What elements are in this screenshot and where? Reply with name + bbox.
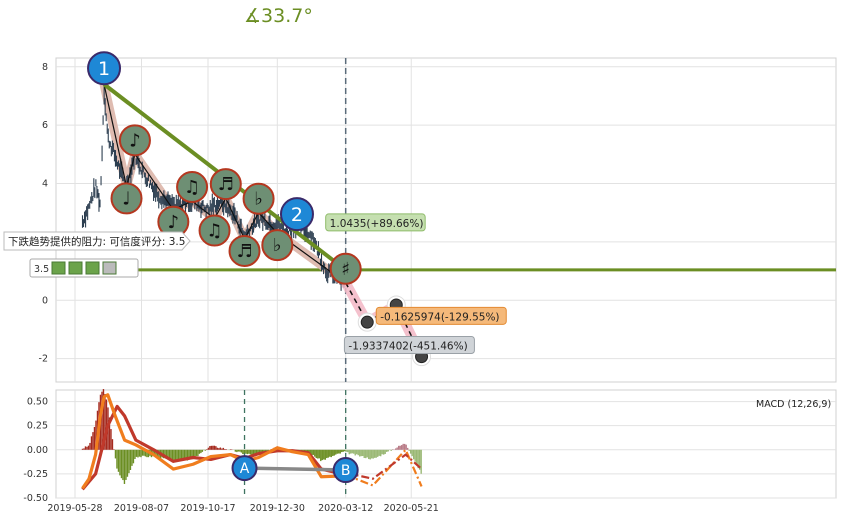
pattern-note-badge — [261, 229, 294, 262]
pattern-note-badge — [198, 214, 231, 247]
x-tick-label: 2020-03-12 — [318, 503, 373, 514]
pattern-note-symbol: ♬ — [218, 174, 234, 195]
pattern-note-symbol: ♭ — [254, 189, 263, 210]
forecast-line — [345, 282, 423, 357]
divergence-marker-label: B — [341, 463, 351, 479]
macd-panel-frame — [55, 389, 837, 499]
price-annotation: 1.0435(+89.66%) — [330, 218, 424, 230]
forecast-point — [360, 315, 374, 329]
divergence-marker — [231, 455, 258, 482]
price-y-tick-label: 4 — [42, 179, 48, 190]
pattern-note-badge — [176, 171, 209, 204]
pattern-note-symbol: ♭ — [273, 235, 282, 256]
macd-legend: MACD (12,26,9) — [756, 399, 831, 410]
hint-text: 下跌趋势提供的阻力: 可信度评分: 3.5 — [8, 235, 185, 248]
x-tick-label: 2020-05-21 — [384, 503, 439, 514]
x-tick-label: 2019-10-17 — [180, 503, 235, 514]
pattern-note-badge — [242, 182, 275, 215]
pattern-note-symbol: ♪ — [168, 212, 180, 233]
macd-y-tick-label: 0.00 — [27, 445, 48, 456]
pattern-note-badge — [118, 124, 151, 157]
wave-marker — [87, 51, 122, 86]
score-star-icon — [51, 261, 66, 275]
price-annotation-box — [343, 336, 475, 355]
x-tick-label: 2019-08-07 — [114, 503, 169, 514]
macd-forecast-line — [345, 447, 423, 487]
score-star-icon — [85, 261, 100, 275]
macd-y-tick-label: -0.25 — [23, 469, 48, 480]
pattern-note-symbol: ♩ — [122, 188, 131, 209]
macd-y-tick-label: 0.50 — [27, 397, 48, 408]
price-y-tick-label: -2 — [39, 354, 48, 365]
pattern-note-badge — [209, 168, 242, 201]
wave-marker-label: 2 — [291, 204, 303, 226]
macd-line — [81, 393, 346, 490]
macd-y-tick-label: 0.25 — [27, 421, 48, 432]
price-annotation-box — [325, 213, 426, 232]
score-star-icon — [68, 261, 83, 275]
pattern-note-symbol: ♫ — [184, 177, 200, 198]
divergence-line — [244, 466, 346, 472]
pattern-note-badge — [228, 234, 261, 267]
divergence-marker-label: A — [240, 461, 250, 477]
pattern-note-symbol: ♫ — [206, 221, 222, 242]
pattern-note-symbol: ♬ — [236, 241, 252, 262]
price-annotation-box — [375, 306, 507, 325]
price-annotation: -1.9337402(-451.46%) — [348, 341, 467, 353]
price-y-tick-label: 6 — [42, 120, 48, 131]
x-tick-label: 2019-05-28 — [47, 503, 102, 514]
wave-marker-label: 1 — [98, 58, 110, 80]
divergence-marker — [332, 457, 359, 484]
price-annotation: -0.1625974(-129.55%) — [380, 311, 499, 323]
x-tick-label: 2019-12-30 — [250, 503, 305, 514]
score-value: 3.5 — [34, 264, 49, 275]
pattern-note-symbol: ♯ — [341, 259, 350, 280]
price-y-tick-label: 8 — [42, 62, 48, 73]
pattern-note-badge — [110, 182, 143, 215]
angle-label: ∡33.7° — [244, 5, 313, 27]
wave-marker — [279, 197, 314, 232]
macd-signal-forecast-line — [345, 453, 423, 480]
score-star-icon — [102, 261, 117, 275]
hint-box — [3, 231, 191, 251]
pattern-note-badge — [329, 252, 362, 285]
price-y-tick-label: 0 — [42, 295, 48, 306]
pattern-note-symbol: ♪ — [129, 130, 141, 151]
macd-y-tick-label: -0.50 — [23, 493, 48, 504]
